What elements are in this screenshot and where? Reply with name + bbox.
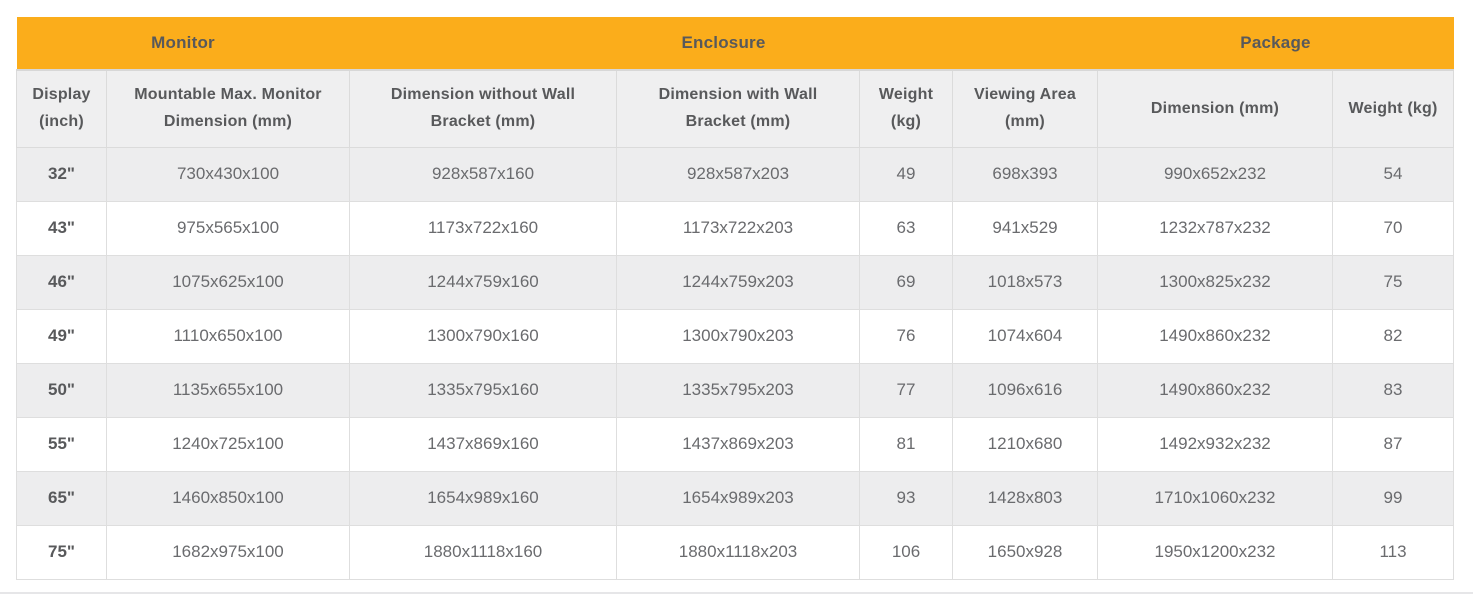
column-header-weight-kg: Weight (kg) [1332,69,1454,148]
table-row: 65" 1460x850x100 1654x989x160 1654x989x203 9… [16,470,1454,526]
spec-value-cell: 1018x573 [952,254,1098,310]
spec-value-cell: 1335x795x203 [616,362,860,418]
spec-value-cell: 975x565x100 [106,200,350,256]
group-header-enclosure: Enclosure [349,17,1098,71]
column-header-mountable-max-monitor-dimension-mm: Mountable Max. Monitor Dimension (mm) [106,69,350,148]
spec-value-cell: 941x529 [952,200,1098,256]
spec-value-cell: 81 [859,416,953,472]
spec-value-cell: 1300x790x203 [616,308,860,364]
spec-value-cell: 990x652x232 [1097,146,1333,202]
table-row: 32" 730x430x100 928x587x160 928x587x203 49 69… [16,146,1454,202]
spec-value-cell: 1135x655x100 [106,362,350,418]
spec-value-cell: 1173x722x203 [616,200,860,256]
bottom-divider [0,592,1473,594]
column-header-viewing-area-mm: Viewing Area (mm) [952,69,1098,148]
spec-value-cell: 87 [1332,416,1454,472]
spec-value-cell: 1074x604 [952,308,1098,364]
spec-value-cell: 75 [1332,254,1454,310]
column-header-dimension-mm: Dimension (mm) [1097,69,1333,148]
spec-value-cell: 1300x825x232 [1097,254,1333,310]
table-row: 75" 1682x975x100 1880x1118x160 1880x1118x20… [16,524,1454,580]
spec-value-cell: 70 [1332,200,1454,256]
spec-value-cell: 82 [1332,308,1454,364]
spec-value-cell: 1654x989x160 [349,470,617,526]
spec-value-cell: 1428x803 [952,470,1098,526]
spec-value-cell: 1210x680 [952,416,1098,472]
spec-value-cell: 113 [1332,524,1454,580]
spec-value-cell: 1880x1118x203 [616,524,860,580]
group-header-package: Package [1097,17,1454,71]
spec-value-cell: 106 [859,524,953,580]
spec-value-cell: 1682x975x100 [106,524,350,580]
spec-value-cell: 63 [859,200,953,256]
group-header-row: Monitor Enclosure Package [16,17,1454,71]
spec-value-cell: 928x587x203 [616,146,860,202]
display-size-cell: 75" [16,524,107,580]
spec-value-cell: 1950x1200x232 [1097,524,1333,580]
spec-value-cell: 77 [859,362,953,418]
spec-value-cell: 1880x1118x160 [349,524,617,580]
spec-value-cell: 1335x795x160 [349,362,617,418]
spec-value-cell: 76 [859,308,953,364]
display-size-cell: 46" [16,254,107,310]
monitor-spec-table: Monitor Enclosure Package Display (inch) Mo… [16,17,1454,580]
display-size-cell: 55" [16,416,107,472]
spec-value-cell: 54 [1332,146,1454,202]
display-size-cell: 50" [16,362,107,418]
spec-value-cell: 1110x650x100 [106,308,350,364]
group-header-monitor: Monitor [16,17,350,71]
spec-value-cell: 1075x625x100 [106,254,350,310]
spec-value-cell: 99 [1332,470,1454,526]
spec-table-body: 32" 730x430x100 928x587x160 928x587x203 49 69… [16,146,1454,580]
spec-value-cell: 69 [859,254,953,310]
spec-value-cell: 49 [859,146,953,202]
spec-value-cell: 1232x787x232 [1097,200,1333,256]
spec-value-cell: 83 [1332,362,1454,418]
spec-value-cell: 1460x850x100 [106,470,350,526]
spec-value-cell: 1096x616 [952,362,1098,418]
display-size-cell: 32" [16,146,107,202]
display-size-cell: 43" [16,200,107,256]
column-header-weight-kg: Weight (kg) [859,69,953,148]
spec-value-cell: 928x587x160 [349,146,617,202]
column-header-dimension-with-wall-bracket-mm: Dimension with Wall Bracket (mm) [616,69,860,148]
spec-value-cell: 1437x869x160 [349,416,617,472]
column-header-display-inch: Display (inch) [16,69,107,148]
spec-value-cell: 1650x928 [952,524,1098,580]
spec-value-cell: 1173x722x160 [349,200,617,256]
column-header-dimension-without-wall-bracket-mm: Dimension without Wall Bracket (mm) [349,69,617,148]
spec-value-cell: 730x430x100 [106,146,350,202]
spec-value-cell: 1244x759x160 [349,254,617,310]
spec-value-cell: 1437x869x203 [616,416,860,472]
table-row: 55" 1240x725x100 1437x869x160 1437x869x203 8… [16,416,1454,472]
table-row: 49" 1110x650x100 1300x790x160 1300x790x203 7… [16,308,1454,364]
table-row: 43" 975x565x100 1173x722x160 1173x722x203 63… [16,200,1454,256]
spec-value-cell: 698x393 [952,146,1098,202]
spec-value-cell: 1240x725x100 [106,416,350,472]
spec-value-cell: 1490x860x232 [1097,308,1333,364]
spec-value-cell: 93 [859,470,953,526]
table-row: 50" 1135x655x100 1335x795x160 1335x795x203 7… [16,362,1454,418]
table-row: 46" 1075x625x100 1244x759x160 1244x759x203 6… [16,254,1454,310]
column-header-row: Display (inch) Mountable Max. Monitor Dim… [16,69,1454,148]
spec-value-cell: 1490x860x232 [1097,362,1333,418]
spec-value-cell: 1710x1060x232 [1097,470,1333,526]
spec-value-cell: 1654x989x203 [616,470,860,526]
spec-value-cell: 1492x932x232 [1097,416,1333,472]
display-size-cell: 65" [16,470,107,526]
spec-value-cell: 1300x790x160 [349,308,617,364]
display-size-cell: 49" [16,308,107,364]
spec-value-cell: 1244x759x203 [616,254,860,310]
